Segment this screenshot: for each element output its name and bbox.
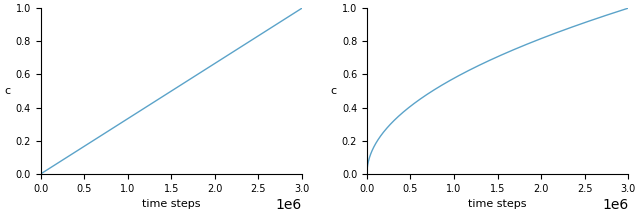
X-axis label: time steps: time steps <box>468 199 527 209</box>
Y-axis label: c: c <box>330 86 337 96</box>
X-axis label: time steps: time steps <box>142 199 200 209</box>
Y-axis label: c: c <box>4 86 10 96</box>
